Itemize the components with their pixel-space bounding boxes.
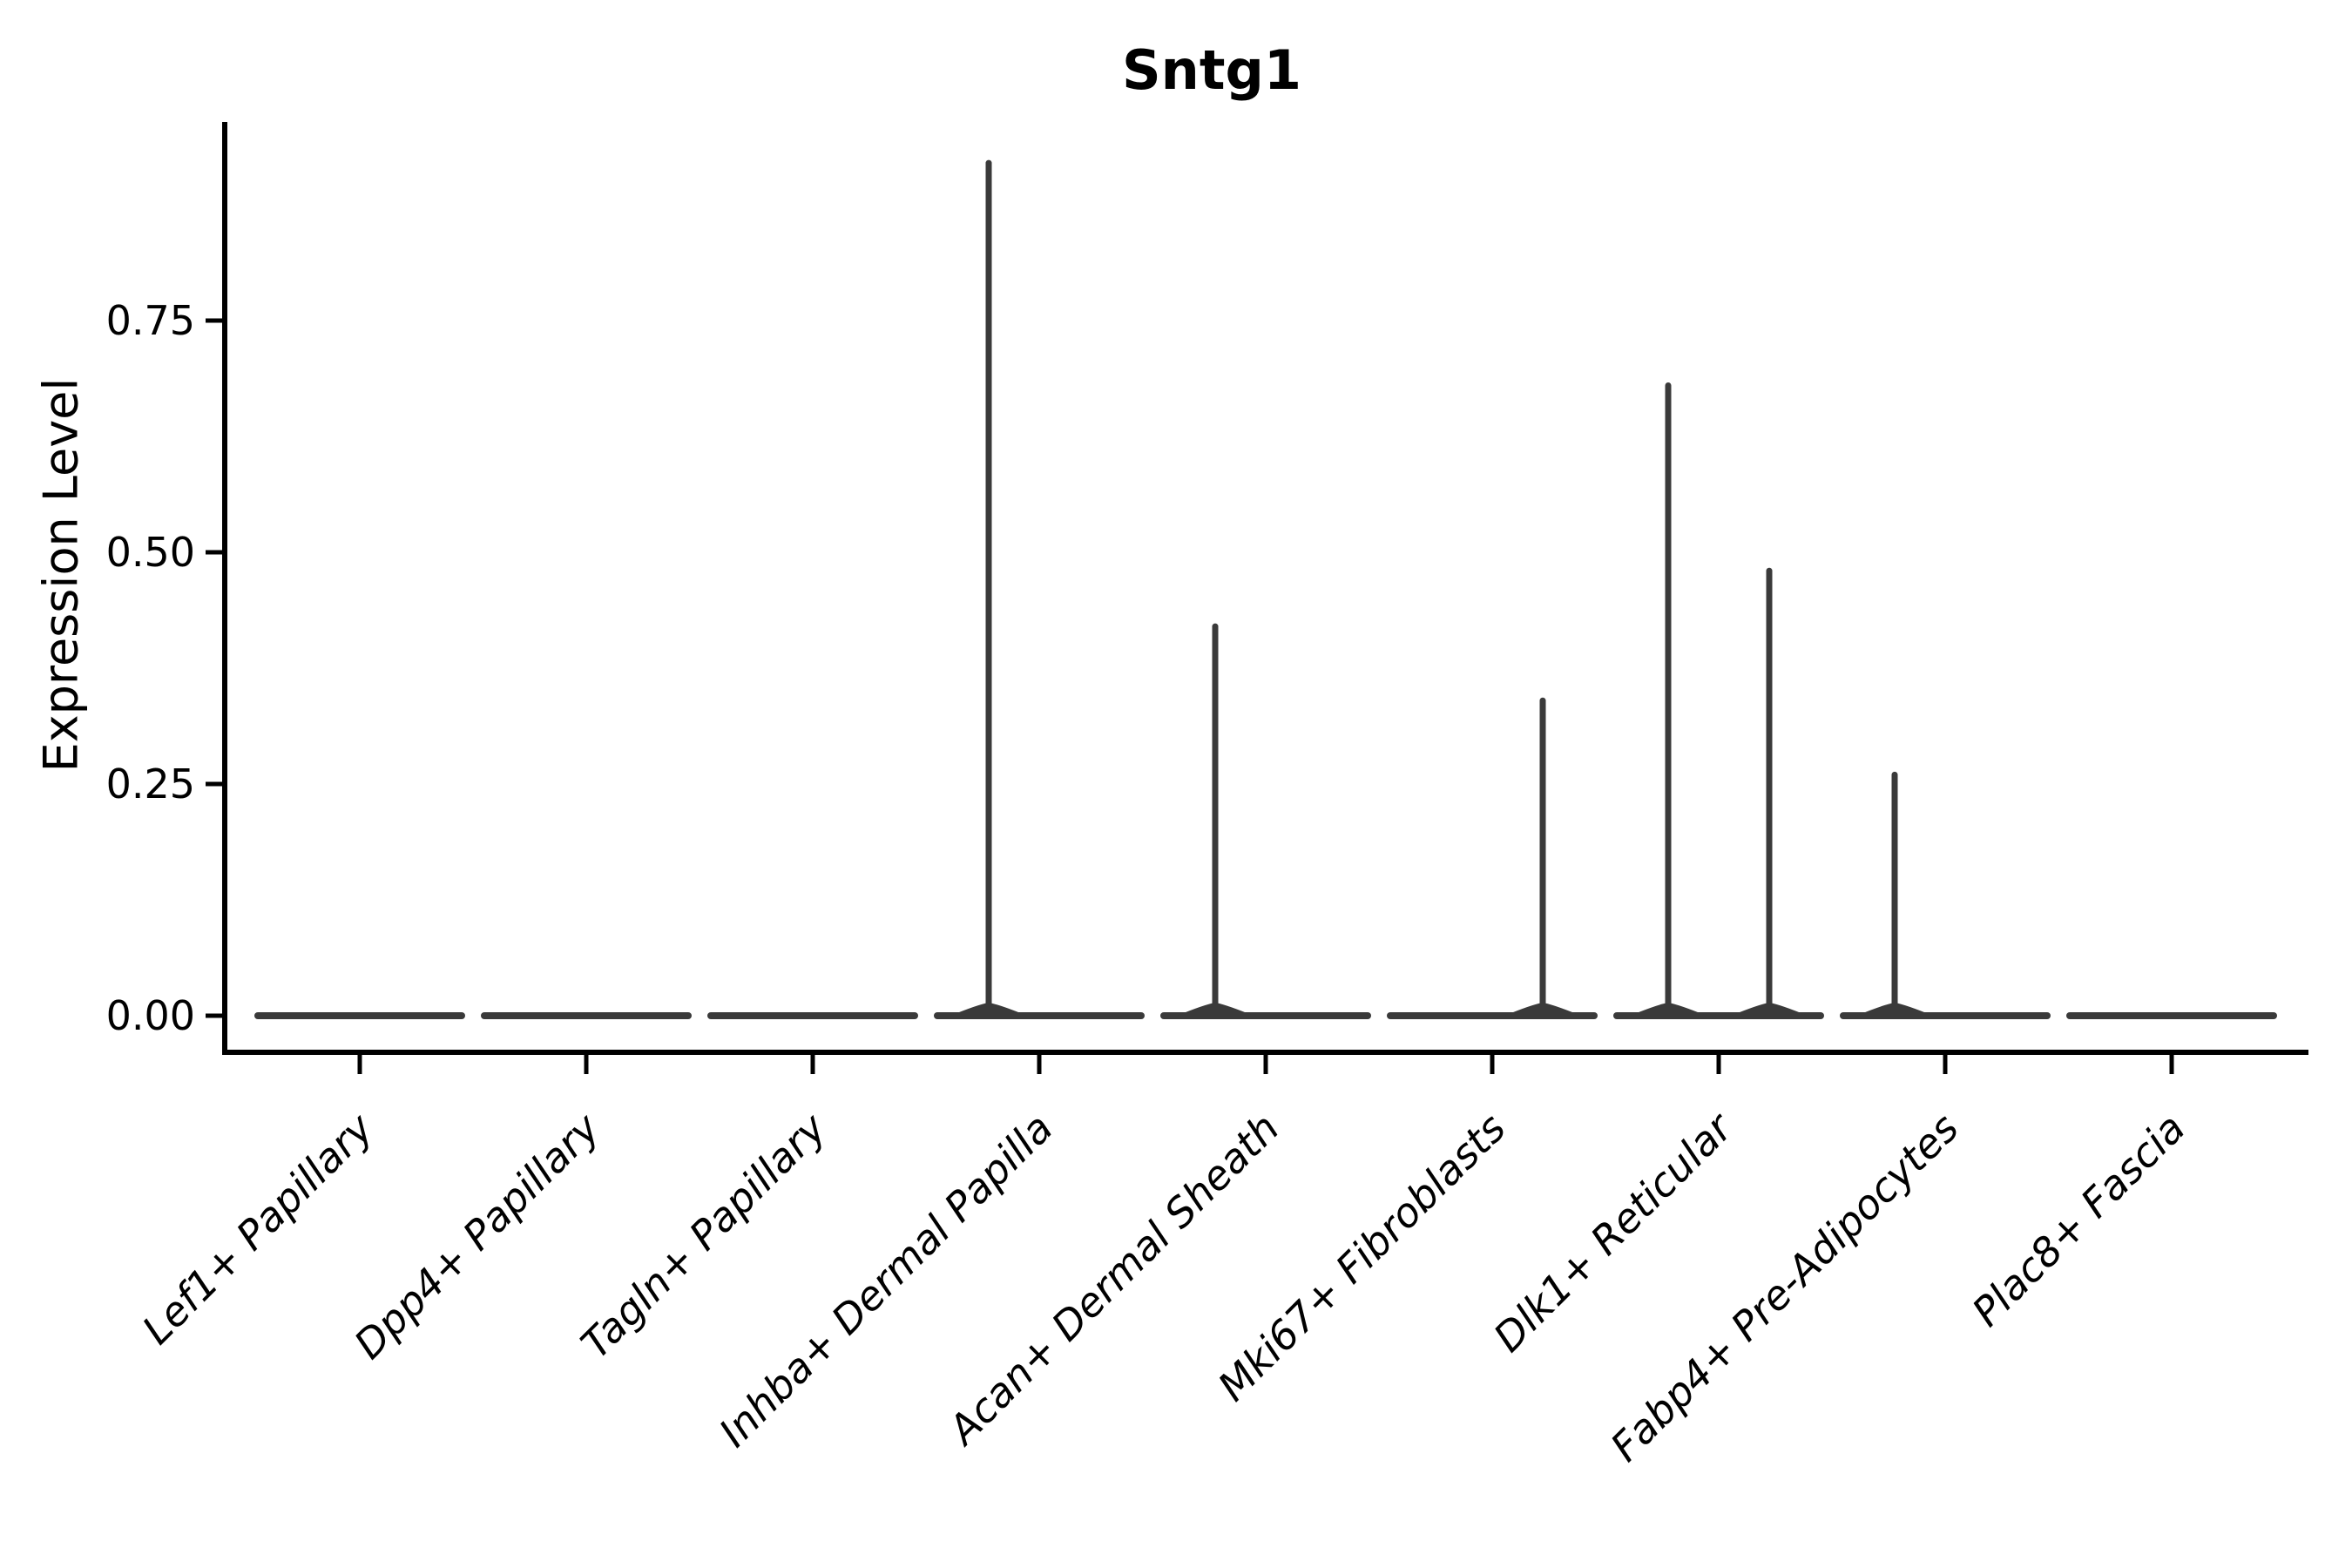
- plot-title: Sntg1: [1122, 38, 1301, 102]
- y-tick-label: 0.50: [106, 529, 195, 576]
- x-tick-label: Lef1+ Papillary: [133, 1104, 382, 1353]
- x-tick-label: Dpp4+ Papillary: [345, 1104, 609, 1368]
- y-tick-label: 0.75: [106, 297, 195, 344]
- x-tick-label: Plac8+ Fascia: [1963, 1105, 2193, 1335]
- y-tick-label: 0.00: [106, 992, 195, 1039]
- x-tick-label: Dlk1+ Reticular: [1484, 1102, 1743, 1361]
- y-tick-label: 0.25: [106, 760, 195, 808]
- x-tick-label: Tagln+ Papillary: [571, 1104, 835, 1368]
